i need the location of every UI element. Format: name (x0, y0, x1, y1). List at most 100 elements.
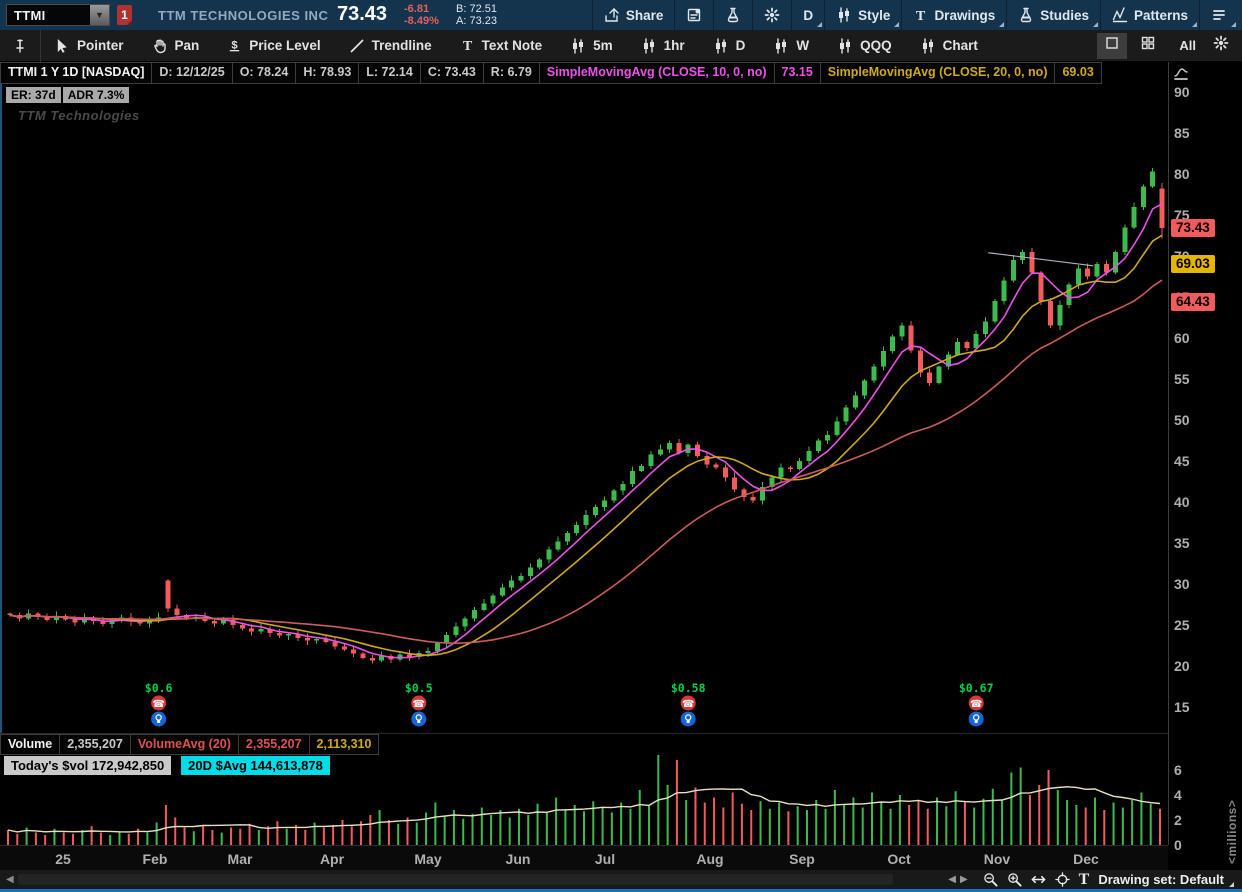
pointer-tool-button[interactable]: Pointer (41, 30, 138, 62)
tf-label: 1hr (663, 38, 685, 53)
dropdown-caret-icon (999, 22, 1005, 27)
grid-layout-button[interactable] (1133, 33, 1163, 59)
chart-canvas[interactable]: $0.6 ☎ $0.5 ☎ $0.58 ☎ $0.67 ☎ ER: 37d ADR 7.3% … (0, 84, 1168, 733)
pin-icon (12, 38, 28, 54)
volume-pane[interactable]: Today's $vol 172,942,850 20D $Avg 144,61… (0, 755, 1168, 845)
scroll-left-arrow[interactable]: ◀ (6, 874, 14, 885)
chart-menu-button[interactable] (1199, 0, 1238, 30)
pan-tool-button[interactable]: Pan (138, 30, 214, 62)
volume-axis-unit: <millions> (1225, 799, 1239, 864)
change-percent: -8.49% (404, 15, 439, 27)
symbol-input[interactable]: TTMI ▼ (6, 4, 110, 26)
text-t-icon: T (460, 38, 475, 53)
price-tick-label: 20 (1174, 658, 1190, 674)
sma10-value: 73.15 (773, 62, 821, 84)
date-tick-label: Apr (319, 851, 345, 867)
volume-avg-label[interactable]: VolumeAvg (20) (129, 734, 239, 755)
single-chart-button[interactable] (1097, 32, 1128, 59)
drawing-set-button[interactable]: Drawing set: Default (1098, 872, 1234, 887)
settings-gear-button[interactable] (752, 0, 791, 30)
analyze-flask-button[interactable] (713, 0, 752, 30)
single-square-icon (1104, 35, 1120, 56)
tf-1hr-button[interactable]: 1hr (627, 30, 699, 62)
price-level-tool-button[interactable]: $ Price Level (213, 30, 334, 62)
fit-width-icon[interactable] (1030, 872, 1046, 887)
zoom-in-icon[interactable] (1007, 872, 1022, 887)
price-scale-icon[interactable] (1173, 65, 1189, 86)
all-button[interactable]: All (1179, 38, 1196, 53)
trendline-tool-button[interactable]: Trendline (335, 30, 446, 62)
svg-text:☎: ☎ (682, 699, 694, 710)
window-bottom-edge (0, 889, 1242, 892)
svg-text:T: T (916, 8, 926, 23)
studies-button[interactable]: Studies (1006, 0, 1100, 30)
sma20-value: 69.03 (1054, 62, 1102, 84)
scrollbar-thumb[interactable] (18, 874, 893, 885)
sma10-label[interactable]: SimpleMovingAvg (CLOSE, 10, 0, no) (538, 62, 775, 84)
volume-extra-value: 2,113,310 (308, 734, 380, 755)
top-bar: TTMI ▼ 1 TTM TECHNOLOGIES INC 73.43 -6.8… (0, 0, 1242, 30)
date-axis[interactable]: 25 Feb Mar Apr May Jun Jul Aug Sep Oct Nov Dec (0, 845, 1168, 870)
text-note-tool-button[interactable]: T Text Note (446, 30, 557, 62)
date-tick-label: Jun (505, 851, 531, 867)
avg-dollar-volume-badge: 20D $Avg 144,613,878 (181, 756, 330, 775)
price-level-label: Price Level (249, 38, 321, 53)
style-button[interactable]: Style (824, 0, 901, 30)
price-axis-badge: 69.03 (1171, 254, 1215, 273)
svg-text:T: T (462, 38, 472, 53)
notes-button[interactable] (674, 0, 713, 30)
zoom-out-icon[interactable] (983, 872, 998, 887)
tf-qqq-button[interactable]: QQQ (823, 30, 906, 62)
todays-dollar-volume-badge: Today's $vol 172,942,850 (4, 756, 172, 775)
chart-info-badges: ER: 37d ADR 7.3% (6, 87, 130, 103)
pointer-label: Pointer (77, 38, 124, 53)
sma20-label[interactable]: SimpleMovingAvg (CLOSE, 20, 0, no) (819, 62, 1056, 84)
tf-label: D (735, 38, 746, 53)
date-tick-label: Feb (142, 851, 168, 867)
price-tick-label: 90 (1174, 84, 1190, 100)
gear-icon (1213, 35, 1229, 56)
svg-text:☎: ☎ (970, 699, 982, 710)
text-tool-icon[interactable]: T (1078, 870, 1090, 888)
tf-chart-button[interactable]: Chart (906, 30, 992, 62)
tf-5m-button[interactable]: 5m (556, 30, 627, 62)
drawing-set-label: Drawing set: Default (1098, 872, 1224, 887)
dropdown-caret-icon (1231, 22, 1236, 27)
pointer-icon (55, 38, 70, 53)
company-name: TTM TECHNOLOGIES INC (158, 8, 329, 23)
tf-d-button[interactable]: D (699, 30, 760, 62)
dropdown-caret-icon (894, 22, 900, 27)
price-tick-label: 85 (1174, 125, 1190, 141)
chart-settings-button[interactable] (1206, 33, 1236, 59)
crosshair-icon[interactable] (1054, 872, 1070, 887)
price-axis-badge: 73.43 (1171, 218, 1215, 237)
patterns-button[interactable]: Patterns (1099, 0, 1199, 30)
svg-text:$0.58: $0.58 (671, 681, 706, 695)
dropdown-caret-icon (1092, 22, 1098, 27)
scroll-step-buttons[interactable]: ◀▶ (948, 874, 972, 885)
price-tick-label: 60 (1174, 330, 1190, 346)
flask-icon (725, 7, 741, 23)
watermark: TTM Technologies (18, 108, 140, 123)
price-tick-label: 55 (1174, 371, 1190, 387)
change-value: -6.81 (404, 3, 430, 15)
share-button[interactable]: Share (591, 0, 675, 30)
price-tick-label: 45 (1174, 453, 1190, 469)
symbol-dropdown-button[interactable]: ▼ (90, 5, 109, 25)
tf-w-button[interactable]: W (759, 30, 823, 62)
ask-value: A: 73.23 (456, 15, 497, 27)
price-axis[interactable]: <millions> 90858075706560555045403530252… (1168, 62, 1242, 864)
trendline-label: Trendline (371, 38, 432, 53)
price-tick-label: 35 (1174, 535, 1190, 551)
date-tick-label: May (414, 851, 442, 867)
pin-toolbar-button[interactable] (0, 29, 41, 62)
ohlc-field: D: 12/12/25 (151, 62, 233, 84)
drawings-button[interactable]: T Drawings (901, 0, 1006, 30)
adr-badge: ADR 7.3% (62, 87, 130, 103)
hand-icon (152, 38, 168, 54)
gear-icon (764, 7, 780, 23)
volume-header-strip: Volume 2,355,207 VolumeAvg (20) 2,355,20… (0, 733, 1168, 755)
timeframe-button[interactable]: D (791, 0, 824, 30)
alert-count-badge[interactable]: 1 (117, 5, 132, 25)
volume-title[interactable]: Volume (0, 734, 61, 755)
